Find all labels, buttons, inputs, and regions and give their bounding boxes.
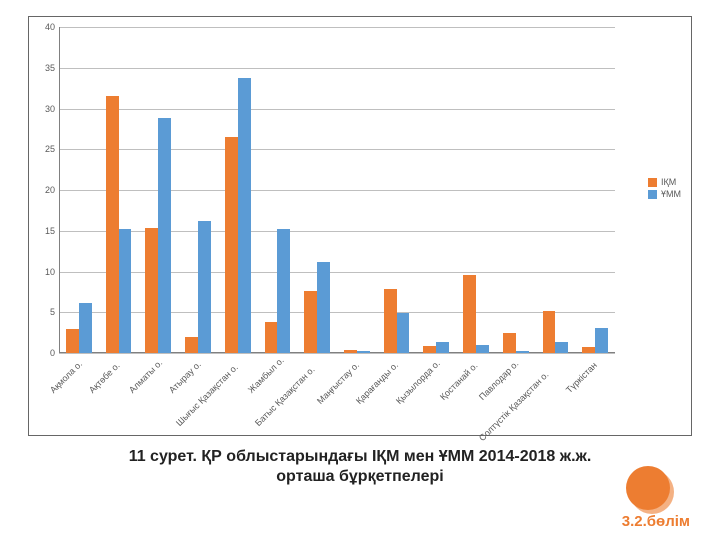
legend: ІҚМ ҰММ bbox=[648, 177, 681, 201]
x-tick-label: Түркістан bbox=[564, 360, 599, 395]
legend-label: ІҚМ bbox=[661, 177, 676, 187]
y-tick-label: 5 bbox=[33, 307, 55, 317]
x-tick-label: Қызылорда о. bbox=[394, 358, 442, 406]
legend-item: ҰММ bbox=[648, 189, 681, 199]
legend-item: ІҚМ bbox=[648, 177, 681, 187]
bar-ҰММ bbox=[436, 342, 449, 353]
bar-ІҚМ bbox=[384, 289, 397, 353]
bar-ҰММ bbox=[158, 118, 171, 353]
bar-ҰММ bbox=[238, 78, 251, 353]
y-tick-label: 30 bbox=[33, 104, 55, 114]
x-tick-label: Алматы о. bbox=[127, 358, 164, 395]
y-tick-label: 35 bbox=[33, 63, 55, 73]
y-tick-label: 20 bbox=[33, 185, 55, 195]
bar-ҰММ bbox=[277, 229, 290, 353]
bar-ІҚМ bbox=[106, 96, 119, 353]
bar-ҰММ bbox=[555, 342, 568, 353]
x-tick-label: Жамбыл о. bbox=[246, 355, 286, 395]
y-tick-label: 25 bbox=[33, 144, 55, 154]
circle-main bbox=[626, 466, 670, 510]
y-tick-label: 15 bbox=[33, 226, 55, 236]
y-tick-label: 10 bbox=[33, 267, 55, 277]
x-tick-label: Павлодар о. bbox=[477, 359, 520, 402]
gridline bbox=[59, 353, 615, 354]
x-tick-label: Қостанай о. bbox=[438, 361, 480, 403]
bar-ІҚМ bbox=[582, 347, 595, 353]
caption-line2: орташа бұрқетпелері bbox=[0, 468, 720, 486]
gridline bbox=[59, 312, 615, 313]
bar-ІҚМ bbox=[463, 275, 476, 353]
bar-ҰММ bbox=[357, 351, 370, 353]
bar-ҰММ bbox=[397, 313, 410, 353]
y-axis bbox=[59, 27, 60, 353]
chart-frame: 0 5 10 15 20 25 30 35 40 Ақмола о.Ақтөбе о.Алматы… bbox=[28, 16, 692, 436]
legend-swatch bbox=[648, 178, 657, 187]
x-tick-label: Атырау о. bbox=[167, 359, 203, 395]
gridline bbox=[59, 27, 615, 28]
bar-ІҚМ bbox=[423, 346, 436, 353]
gridline bbox=[59, 272, 615, 273]
x-tick-label: Ақтөбе о. bbox=[87, 360, 122, 395]
bar-ІҚМ bbox=[265, 322, 278, 353]
caption-line1: 11 сурет. ҚР облыстарындағы ІҚМ мен ҰММ … bbox=[0, 448, 720, 466]
bar-ІҚМ bbox=[185, 337, 198, 353]
legend-label: ҰММ bbox=[661, 189, 681, 199]
bar-ІҚМ bbox=[503, 333, 516, 353]
bar-ҰММ bbox=[198, 221, 211, 353]
bar-ІҚМ bbox=[225, 137, 238, 353]
bar-ҰММ bbox=[476, 345, 489, 353]
gridline bbox=[59, 231, 615, 232]
bar-ІҚМ bbox=[344, 350, 357, 353]
bar-ҰММ bbox=[79, 303, 92, 353]
x-tick-label: Ақмола о. bbox=[48, 359, 84, 395]
bar-ІҚМ bbox=[304, 291, 317, 353]
gridline bbox=[59, 190, 615, 191]
bar-ІҚМ bbox=[66, 329, 79, 353]
section-label: 3.2.бөлім bbox=[622, 513, 690, 530]
gridline bbox=[59, 149, 615, 150]
y-tick-label: 0 bbox=[33, 348, 55, 358]
plot-area: 0510152025303540Ақмола о.Ақтөбе о.Алматы… bbox=[59, 27, 615, 353]
bar-ҰММ bbox=[595, 328, 608, 353]
y-tick-label: 40 bbox=[33, 22, 55, 32]
bar-ІҚМ bbox=[543, 311, 556, 353]
gridline bbox=[59, 68, 615, 69]
bar-ҰММ bbox=[516, 351, 529, 353]
legend-swatch bbox=[648, 190, 657, 199]
x-axis bbox=[59, 352, 615, 353]
gridline bbox=[59, 109, 615, 110]
bar-ҰММ bbox=[119, 229, 132, 353]
bar-ІҚМ bbox=[145, 228, 158, 353]
x-tick-label: Солтүстік Қазақстан о. bbox=[477, 369, 551, 443]
bar-ҰММ bbox=[317, 262, 330, 353]
